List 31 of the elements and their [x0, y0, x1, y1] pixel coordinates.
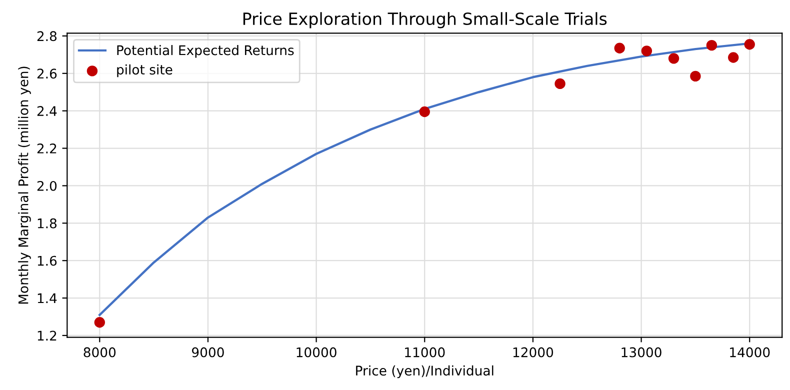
y-tick-label: 2.2 [37, 144, 56, 154]
y-tick-label: 2.0 [37, 180, 57, 191]
point [744, 39, 755, 50]
x-tick-label: 10000 [296, 347, 336, 358]
point [419, 106, 430, 118]
y-tick-label: 1.4 [38, 293, 57, 304]
y-tick-label: 1.6 [38, 256, 57, 266]
x-tick-label: 8000 [84, 347, 116, 358]
y-tick-label: 2.4 [37, 106, 57, 116]
x-tick-label: 14000 [730, 347, 770, 358]
x-axis-title: Price (yen)/Individual [356, 365, 494, 378]
x-tick-label: 9000 [192, 347, 224, 358]
point [706, 40, 718, 51]
y-tick-label: 1.8 [38, 218, 57, 228]
chart-title: Price Exploration Through Small-Scale Trials [243, 12, 607, 28]
legend-label: pilot site [117, 64, 172, 78]
y-tick-label: 1.2 [38, 330, 56, 340]
point [614, 42, 625, 54]
point [690, 70, 701, 82]
y-tick-label: 2.6 [37, 68, 57, 79]
point [668, 53, 680, 64]
y-axis-title: Monthly Marginal Profit (million yen) [18, 66, 31, 304]
x-tick-label: 13000 [622, 347, 662, 358]
y-tick-label: 2.8 [37, 31, 57, 42]
point [94, 317, 105, 328]
x-tick-label: 11000 [405, 347, 445, 358]
point [728, 52, 739, 63]
legend-label: Potential Expected Returns [117, 45, 294, 58]
point [554, 78, 566, 90]
point [641, 46, 652, 56]
x-tick-label: 12000 [513, 347, 554, 358]
